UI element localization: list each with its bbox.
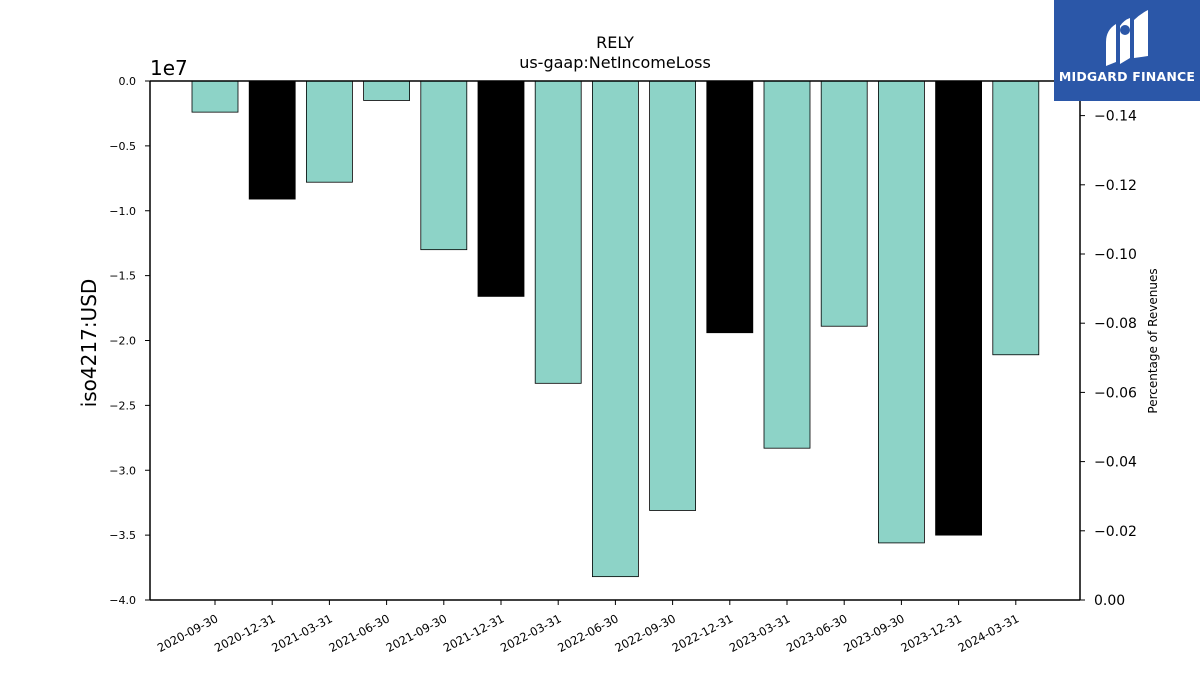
y2-tick-label: −0.10 <box>1094 247 1137 263</box>
bar-2020-12-31 <box>248 80 296 200</box>
x-tick-label: 2021-09-30 <box>384 611 450 655</box>
y-offset-label: 1e7 <box>150 56 188 80</box>
bar-2021-12-31 <box>477 80 525 297</box>
bar-2023-03-31 <box>763 80 811 449</box>
y-tick-label: −2.5 <box>109 399 136 412</box>
y2-tick-label: −0.04 <box>1094 455 1137 471</box>
x-tick-label: 2020-09-30 <box>155 611 221 655</box>
x-tick-label: 2021-12-31 <box>441 611 507 655</box>
x-tick-label: 2023-06-30 <box>784 611 850 655</box>
y2-tick-label: −0.14 <box>1094 109 1137 125</box>
bar-2020-09-30 <box>191 80 239 113</box>
chart-subtitle: us-gaap:NetIncomeLoss <box>519 53 711 72</box>
y2-tick-label: −0.08 <box>1094 316 1137 332</box>
logo-text: MIDGARD FINANCE <box>1058 69 1196 84</box>
y2-tick-label: −0.02 <box>1094 524 1137 540</box>
bar-2024-03-31 <box>992 80 1040 356</box>
y-tick-label: −1.5 <box>109 270 136 283</box>
y-tick-label: 0.0 <box>119 75 137 88</box>
x-tick-label: 2022-03-31 <box>498 611 564 655</box>
y-tick-label: −3.0 <box>109 464 136 477</box>
y2-tick-label: −0.06 <box>1094 385 1137 401</box>
x-tick-label: 2022-06-30 <box>555 611 621 655</box>
x-tick-label: 2023-03-31 <box>727 611 793 655</box>
y-axis-label: iso4217:USD <box>77 279 101 408</box>
y2-tick-label: 0.00 <box>1094 593 1125 609</box>
x-tick-label: 2021-03-31 <box>269 611 335 655</box>
x-tick-label: 2023-12-31 <box>898 611 964 655</box>
x-tick-label: 2024-03-31 <box>956 611 1022 655</box>
y2-tick-label: −0.12 <box>1094 178 1137 194</box>
x-tick-label: 2020-12-31 <box>212 611 278 655</box>
bar-2023-12-31 <box>935 80 982 536</box>
y-tick-label: −0.5 <box>109 140 136 153</box>
y-tick-label: −2.0 <box>109 335 136 348</box>
bar-2022-09-30 <box>649 80 696 511</box>
midgard-finance-logo: MIDGARD FINANCE <box>1054 0 1200 101</box>
bar-2023-09-30 <box>878 80 925 544</box>
chart-title: RELY <box>596 33 634 52</box>
bar-2021-09-30 <box>420 80 468 251</box>
bar-2023-06-30 <box>820 80 868 327</box>
x-tick-label: 2021-06-30 <box>326 611 392 655</box>
bar-2022-12-31 <box>706 80 754 334</box>
bar-2022-03-31 <box>534 80 582 384</box>
x-tick-label: 2022-09-30 <box>612 611 678 655</box>
x-tick-label: 2023-09-30 <box>841 611 907 655</box>
bar-2022-06-30 <box>592 80 639 578</box>
x-tick-label: 2022-12-31 <box>670 611 736 655</box>
midgard-logo-icon <box>1106 10 1148 66</box>
y-tick-label: −4.0 <box>109 594 136 607</box>
bar-series <box>191 80 1040 578</box>
bar-2021-06-30 <box>363 80 411 101</box>
y2-axis-label: Percentage of Revenues <box>1146 268 1160 413</box>
bar-2021-03-31 <box>305 80 353 183</box>
y-tick-label: −1.0 <box>109 205 136 218</box>
y-tick-label: −3.5 <box>109 529 136 542</box>
